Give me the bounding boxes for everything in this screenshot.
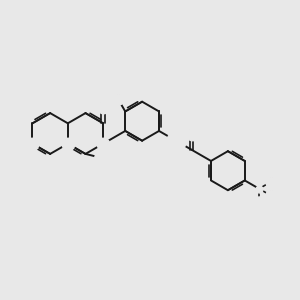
Text: F: F (268, 177, 274, 187)
Text: N: N (28, 139, 36, 149)
Text: O: O (187, 129, 196, 139)
Text: H: H (175, 139, 182, 149)
Text: N: N (170, 133, 178, 143)
Text: O: O (99, 102, 107, 112)
Text: N: N (64, 139, 72, 149)
Text: CH₃: CH₃ (94, 153, 112, 164)
Text: F: F (256, 197, 262, 207)
Text: N: N (99, 139, 107, 149)
Text: F: F (115, 94, 121, 104)
Text: F: F (268, 190, 274, 200)
